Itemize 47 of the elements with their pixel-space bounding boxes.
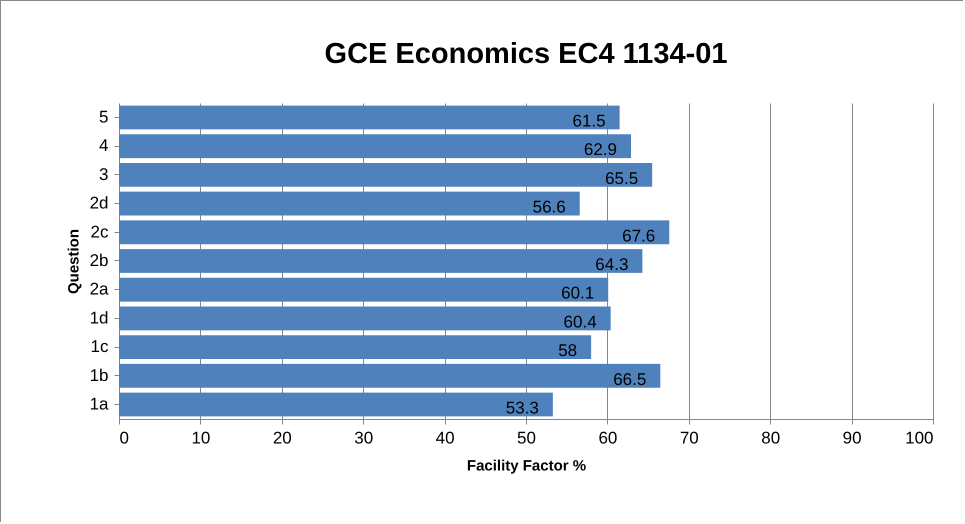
- x-tick-label: 30: [354, 428, 374, 448]
- chart-title: GCE Economics EC4 1134-01: [324, 38, 728, 70]
- y-axis-title: Question: [66, 228, 83, 294]
- data-label: 64.3: [595, 255, 628, 274]
- bar: [119, 278, 608, 302]
- bar: [119, 162, 652, 187]
- x-tick-label: 50: [517, 428, 536, 448]
- data-label: 60.1: [561, 284, 594, 303]
- data-label: 53.3: [506, 398, 539, 418]
- y-tick-label: 1b: [90, 366, 108, 385]
- x-axis-title: Facility Factor %: [466, 458, 586, 474]
- bar: [119, 306, 611, 330]
- y-tick-label: 1a: [90, 394, 110, 414]
- y-tick-label: 1d: [90, 308, 108, 328]
- bar: [119, 364, 660, 388]
- x-tick-label: 70: [680, 428, 699, 448]
- x-tick-label: 100: [905, 428, 934, 448]
- bar: [119, 192, 580, 216]
- y-tick-label: 2b: [90, 251, 108, 270]
- y-tick-label: 2a: [90, 280, 110, 299]
- data-label: 58: [558, 341, 578, 360]
- bar: [119, 392, 553, 416]
- x-tick-label: 90: [842, 428, 862, 448]
- y-tick-label: 4: [99, 136, 108, 156]
- y-tick-label: 1c: [90, 337, 109, 356]
- x-tick-label: 60: [598, 428, 618, 448]
- x-tick-label: 40: [436, 428, 455, 448]
- bar: [119, 335, 592, 360]
- data-label: 60.4: [564, 312, 597, 332]
- data-label: 65.5: [605, 168, 638, 188]
- x-tick-label: 20: [272, 428, 292, 448]
- y-tick-label: 2d: [90, 194, 108, 213]
- data-label: 56.6: [532, 198, 566, 217]
- bar: [119, 134, 632, 158]
- data-label: 61.5: [572, 111, 606, 130]
- bar: [119, 220, 670, 244]
- data-label: 66.5: [613, 370, 646, 389]
- x-tick-label: 0: [120, 428, 129, 448]
- bar: [119, 249, 642, 273]
- data-label: 62.9: [584, 140, 618, 160]
- y-tick-label: 5: [99, 107, 108, 126]
- x-tick-label: 80: [761, 428, 780, 448]
- y-tick-label: 3: [99, 164, 108, 184]
- bar: [119, 106, 620, 130]
- x-tick-label: 10: [191, 428, 210, 448]
- y-tick-label: 2c: [90, 222, 109, 242]
- data-label: 67.6: [622, 226, 656, 246]
